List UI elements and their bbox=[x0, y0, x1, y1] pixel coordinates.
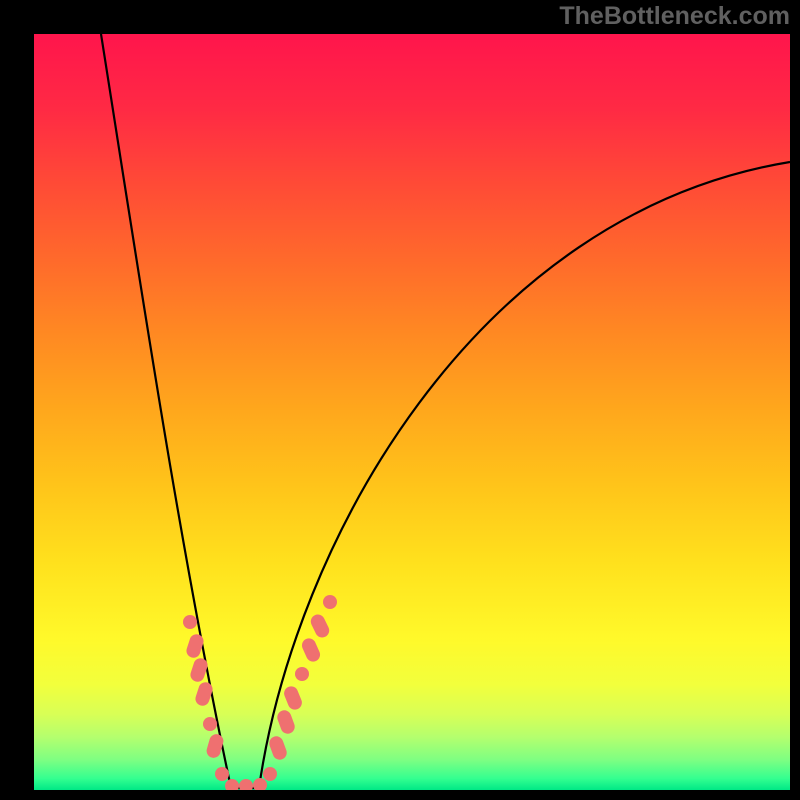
gradient-background bbox=[34, 34, 790, 790]
chart-container: TheBottleneck.com bbox=[0, 0, 800, 800]
plot-area bbox=[34, 34, 790, 790]
watermark-text: TheBottleneck.com bbox=[559, 2, 790, 31]
